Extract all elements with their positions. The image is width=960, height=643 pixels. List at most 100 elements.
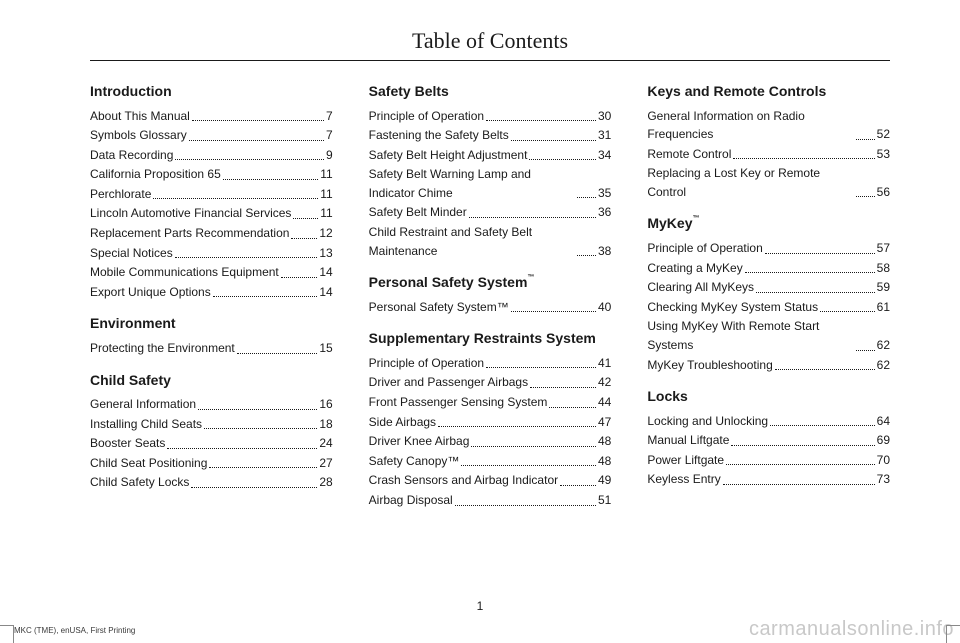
toc-label: Safety Canopy™: [369, 452, 460, 471]
toc-entry: Side Airbags47: [369, 413, 612, 432]
toc-page: 36: [598, 203, 611, 222]
toc-label: Principle of Operation: [369, 107, 484, 126]
toc-page: 62: [877, 356, 890, 375]
toc-page: 62: [877, 336, 890, 355]
toc-entry: Fastening the Safety Belts31: [369, 126, 612, 145]
toc-page: 41: [598, 354, 611, 373]
toc-leader: [167, 448, 317, 449]
page-title: Table of Contents: [90, 28, 890, 54]
toc-page: 12: [319, 224, 332, 243]
toc-leader: [209, 467, 317, 468]
toc-entry: Export Unique Options 14: [90, 283, 333, 302]
toc-entry: Symbols Glossary 7: [90, 126, 333, 145]
toc-label: Symbols Glossary: [90, 126, 187, 145]
toc-entry: General Information on Radio Frequencies…: [647, 107, 890, 144]
toc-label: Creating a MyKey: [647, 259, 742, 278]
toc-column: Keys and Remote Controls General Informat…: [647, 83, 890, 511]
toc-page: 11: [320, 165, 332, 184]
toc-page: 35: [598, 184, 611, 203]
toc-column: Safety BeltsPrinciple of Operation30Fast…: [369, 83, 612, 511]
toc-entry: MyKey Troubleshooting 62: [647, 356, 890, 375]
toc-leader: [511, 311, 596, 312]
toc-page: 73: [877, 470, 890, 489]
toc-leader: [733, 158, 874, 159]
toc-label: Child Restraint and Safety Belt Maintena…: [369, 223, 575, 260]
toc-page: 61: [877, 298, 890, 317]
toc-page: 59: [877, 278, 890, 297]
toc-label: Replacement Parts Recommendation: [90, 224, 289, 243]
crop-mark-left: [0, 625, 14, 643]
toc-entry: Perchlorate11: [90, 185, 333, 204]
toc-label: Power Liftgate: [647, 451, 724, 470]
toc-leader: [175, 257, 318, 258]
section-heading: Environment: [90, 315, 333, 333]
toc-label: Driver and Passenger Airbags: [369, 373, 528, 392]
toc-label: Export Unique Options: [90, 283, 211, 302]
toc-label: Principle of Operation: [369, 354, 484, 373]
toc-entry: Remote Control53: [647, 145, 890, 164]
toc-page: 57: [877, 239, 890, 258]
toc-label: Manual Liftgate: [647, 431, 729, 450]
toc-leader: [731, 445, 874, 446]
toc-label: Protecting the Environment: [90, 339, 235, 358]
toc-label: Data Recording: [90, 146, 173, 165]
toc-label: MyKey Troubleshooting: [647, 356, 772, 375]
toc-page: 28: [319, 473, 332, 492]
toc-entry: Creating a MyKey58: [647, 259, 890, 278]
toc-label: Remote Control: [647, 145, 731, 164]
toc-page: 42: [598, 373, 611, 392]
toc-entry: Safety Belt Height Adjustment34: [369, 146, 612, 165]
toc-entry: Replacement Parts Recommendation 12: [90, 224, 333, 243]
toc-leader: [455, 505, 596, 506]
toc-entry: Principle of Operation 41: [369, 354, 612, 373]
toc-label: Safety Belt Minder: [369, 203, 467, 222]
toc-label: Airbag Disposal: [369, 491, 453, 510]
toc-leader: [204, 428, 317, 429]
toc-label: Keyless Entry: [647, 470, 720, 489]
toc-leader: [726, 464, 875, 465]
toc-leader: [560, 485, 596, 486]
toc-leader: [189, 140, 324, 141]
toc-entry: Personal Safety System™40: [369, 298, 612, 317]
toc-label: Locking and Unlocking: [647, 412, 768, 431]
toc-leader: [856, 350, 875, 351]
toc-page: 56: [877, 183, 890, 202]
section-heading: Keys and Remote Controls: [647, 83, 890, 101]
toc-page: 48: [598, 452, 611, 471]
toc-page: 49: [598, 471, 611, 490]
toc-leader: [198, 409, 317, 410]
toc-leader: [293, 218, 318, 219]
toc-label: Child Safety Locks: [90, 473, 189, 492]
crop-mark-right: [946, 625, 960, 643]
section-heading: Supplementary Restraints System: [369, 330, 612, 348]
toc-entry: Installing Child Seats18: [90, 415, 333, 434]
toc-page: 51: [598, 491, 611, 510]
toc-label: Crash Sensors and Airbag Indicator: [369, 471, 558, 490]
toc-page: 14: [319, 283, 332, 302]
toc-leader: [281, 277, 318, 278]
toc-entry: Safety Belt Warning Lamp and Indicator C…: [369, 165, 612, 202]
toc-label: Booster Seats: [90, 434, 165, 453]
toc-leader: [577, 197, 596, 198]
toc-label: Using MyKey With Remote Start Systems: [647, 317, 853, 354]
toc-label: About This Manual: [90, 107, 190, 126]
section-heading: Child Safety: [90, 372, 333, 390]
toc-column: IntroductionAbout This Manual7Symbols Gl…: [90, 83, 333, 511]
toc-entry: Lincoln Automotive Financial Services11: [90, 204, 333, 223]
toc-leader: [175, 159, 324, 160]
toc-entry: General Information16: [90, 395, 333, 414]
toc-page: 9: [326, 146, 333, 165]
toc-page: 38: [598, 242, 611, 261]
toc-label: Clearing All MyKeys: [647, 278, 754, 297]
toc-leader: [765, 253, 875, 254]
toc-label: Child Seat Positioning: [90, 454, 207, 473]
toc-leader: [486, 120, 596, 121]
toc-page: 30: [598, 107, 611, 126]
toc-leader: [577, 255, 596, 256]
toc-page: 7: [326, 126, 333, 145]
toc-leader: [770, 425, 875, 426]
toc-label: California Proposition 65: [90, 165, 221, 184]
toc-label: Safety Belt Warning Lamp and Indicator C…: [369, 165, 575, 202]
section-heading: Personal Safety System™: [369, 274, 612, 292]
toc-page: 11: [320, 204, 332, 223]
